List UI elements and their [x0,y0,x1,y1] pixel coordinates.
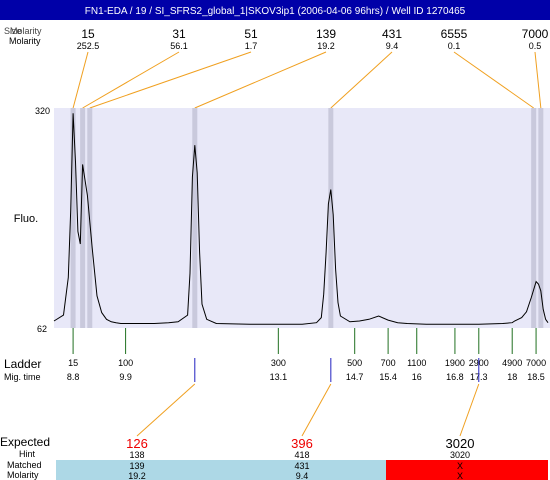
plot-area [54,108,550,328]
molarity-row-label: Molarity [9,36,41,46]
peak-leader-line [72,51,89,109]
ladder-time-label: 16.8 [446,372,464,382]
peak-molarity-label: 0.1 [448,41,461,51]
expected-size-value: 126 [126,436,148,451]
ladder-time-label: 18.5 [527,372,545,382]
peak-leader-line [453,51,534,109]
expected-label: Expected [0,435,50,449]
ladder-group: 15 8.8 100 9.9 300 13.1 500 14.7 700 15.4 1100 16 19… [67,328,546,382]
peak-band [192,108,198,328]
peak-band [328,108,334,328]
peak-molarity-label: 252.5 [77,41,100,51]
ladder-time-label: 15.4 [379,372,397,382]
molarity-value: 9.4 [296,471,309,480]
ladder-size-label: 1100 [407,358,426,368]
matched-value: 431 [294,461,309,471]
peak-molarity-label: 9.4 [386,41,399,51]
match-status-bar [386,460,548,480]
peak-leader-line [534,51,542,109]
peak-size-label: 139 [316,27,336,41]
y-axis-min-label: 62 [37,324,47,334]
ladder-time-label: 13.1 [270,372,288,382]
expected-size-value: 3020 [446,436,475,451]
window-title: FN1-EDA / 19 / SI_SFRS2_global_1|SKOV3ip… [85,6,466,17]
header-bar [0,0,550,20]
expected-leader-line [459,383,480,437]
ladder-size-label: 500 [347,358,362,368]
ladder-time-label: 9.9 [119,372,132,382]
peak-band [531,108,537,328]
peak-size-label: 15 [81,27,95,41]
expected-leader-line [301,383,332,437]
peak-leader-line [82,51,180,109]
peak-size-label: 6555 [441,27,468,41]
peak-size-label: 431 [382,27,402,41]
size-row-label: Size [4,26,22,36]
hint-label: Hint [19,449,36,459]
ladder-size-label: 100 [118,358,133,368]
matched-label: Matched [7,460,42,470]
ladder-size-label: 1900 [445,358,465,368]
size-row-label-overlay: Molarity [10,26,42,36]
ladder-time-label: 8.8 [67,372,80,382]
peak-band [80,108,86,328]
matched-value: X [457,461,463,471]
match-status-bar [56,460,216,480]
ladder-size-label: 4900 [502,358,522,368]
ladder-size-label: 300 [271,358,286,368]
fluorescence-trace [53,113,549,325]
peak-band [538,108,544,328]
leader-line-group [72,51,542,109]
molarity-value: 19.2 [128,471,146,480]
ladder-size-label: 15 [68,358,78,368]
ladder-label: Ladder [4,357,41,371]
peak-molarity-label: 1.7 [245,41,258,51]
hint-value: 3020 [450,450,470,460]
ladder-time-label: 14.7 [346,372,364,382]
ladder-time-label: 18 [507,372,517,382]
peak-leader-line [194,51,327,109]
hint-value: 418 [294,450,309,460]
peak-band [70,108,76,328]
y-axis-max-label: 320 [35,106,50,116]
ladder-size-label: 700 [381,358,396,368]
peak-size-label: 7000 [522,27,549,41]
molarity-value: X [457,471,463,480]
expected-leader-line [136,383,196,437]
expected-size-value: 396 [291,436,313,451]
migtime-label: Mig. time [4,372,41,382]
peak-leader-line [89,51,252,109]
y-axis-title: Fluo. [14,213,38,225]
peak-size-label: 51 [244,27,258,41]
peak-molarity-label: 0.5 [529,41,542,51]
match-status-bar [216,460,386,480]
hint-value: 138 [129,450,144,460]
ladder-time-label: 16 [412,372,422,382]
peak-molarity-label: 56.1 [170,41,188,51]
peak-molarity-label: 19.2 [317,41,335,51]
matched-value: 139 [129,461,144,471]
peak-leader-line [330,51,393,109]
ladder-size-label: 7000 [526,358,546,368]
molarity-bottom-label: Molarity [7,470,39,480]
peak-size-label: 31 [172,27,186,41]
